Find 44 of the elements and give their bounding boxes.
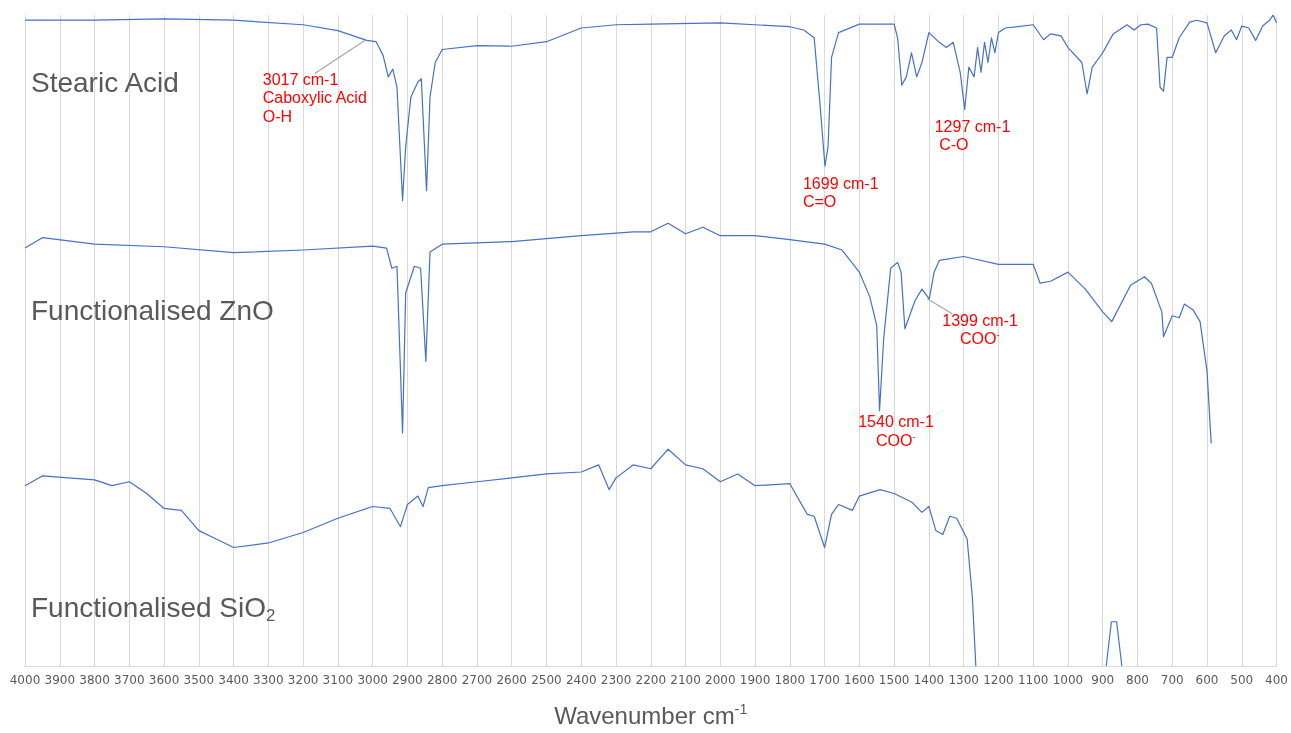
- x-tick-label: 2600: [496, 673, 527, 687]
- x-tick-label: 1100: [1017, 673, 1049, 687]
- x-tick-label: 1400: [913, 673, 945, 687]
- x-tick-label: 800: [1126, 673, 1149, 687]
- annotation: 1399 cm-1 COO-: [942, 311, 1018, 347]
- x-tick-label: 3600: [148, 673, 180, 687]
- x-tick-label: 3100: [322, 673, 354, 687]
- x-tick-label: 1900: [739, 673, 771, 687]
- x-tick-label: 4000: [9, 673, 41, 687]
- x-tick-label: 3400: [218, 673, 249, 687]
- annotation: 1297 cm-1 C-O: [934, 118, 1011, 154]
- x-tick-label: 1600: [844, 673, 875, 687]
- x-tick-label: 2200: [635, 673, 667, 687]
- x-tick-label: 2700: [461, 673, 493, 687]
- x-tick-label: 3800: [79, 673, 110, 687]
- x-tick-label: 3300: [253, 673, 284, 687]
- x-tick-label: 2300: [600, 673, 632, 687]
- annotation: 1540 cm-1 COO-: [858, 413, 934, 449]
- x-tick-label: 1800: [774, 673, 806, 687]
- x-tick-label: 2100: [670, 673, 701, 687]
- x-tick-label: 2500: [531, 673, 562, 687]
- x-tick-label: 3900: [44, 673, 76, 687]
- annotation: 1699 cm-1 C=O: [802, 174, 879, 211]
- annotation: 3017 cm-1 Caboxylic Acid O-H: [262, 71, 367, 125]
- x-tick-label: 2800: [426, 673, 458, 687]
- x-tick-label: 3500: [183, 673, 215, 687]
- series-label: Functionalised ZnO: [31, 294, 274, 326]
- x-tick-label: 1700: [809, 673, 840, 687]
- x-tick-label: 2900: [392, 673, 423, 687]
- x-tick-label: 500: [1230, 673, 1254, 687]
- x-tick-label: 2400: [565, 673, 597, 687]
- x-tick-label: 1300: [948, 673, 979, 687]
- x-tick-label: 3000: [357, 673, 388, 687]
- x-tick-label: 400: [1265, 673, 1288, 687]
- x-tick-label: 2000: [705, 673, 736, 687]
- x-tick-label: 1200: [983, 673, 1014, 687]
- x-tick-label: 3700: [114, 673, 145, 687]
- x-tick-label: 700: [1160, 673, 1184, 687]
- x-tick-label: 1000: [1052, 673, 1084, 687]
- series-label: Stearic Acid: [31, 66, 179, 98]
- x-tick-label: 1500: [878, 673, 910, 687]
- x-tick-label: 900: [1091, 673, 1115, 687]
- x-tick-label: 600: [1195, 673, 1219, 687]
- x-tick-label: 3200: [287, 673, 319, 687]
